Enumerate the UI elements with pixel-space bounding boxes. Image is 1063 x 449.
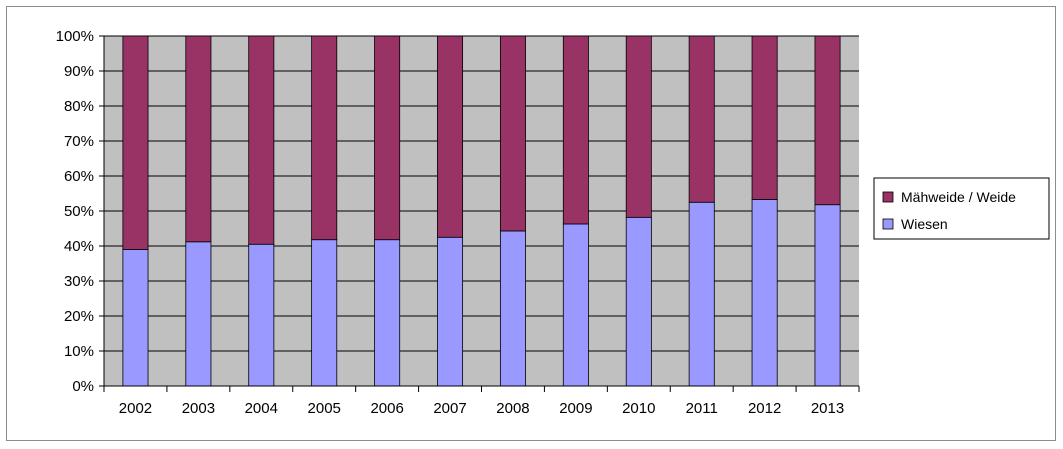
x-tick-label: 2003 — [182, 400, 215, 417]
y-tick-label: 20% — [64, 308, 94, 325]
legend-swatch-wiesen — [882, 218, 894, 230]
legend-swatch-maehweide — [882, 191, 894, 203]
bar — [374, 35, 401, 241]
bar — [185, 35, 212, 243]
x-tick-label: 2011 — [686, 400, 718, 417]
x-tick-label: 2005 — [308, 400, 341, 417]
bar — [311, 239, 338, 387]
x-axis: 2002 2003 2004 2005 2006 2007 2008 2009 2010 2011… — [103, 385, 860, 417]
y-axis: 0% 10% 20% 30% 40% 50% 60% 70% 80% 90% 100% — [56, 28, 105, 395]
bar — [122, 249, 149, 387]
x-tick-label: 2008 — [496, 400, 529, 417]
bar — [437, 236, 464, 387]
bar — [499, 230, 526, 387]
x-tick-label: 2010 — [622, 400, 655, 417]
bar — [499, 35, 526, 232]
y-tick-label: 60% — [64, 168, 94, 185]
bar — [814, 35, 841, 206]
legend-box — [873, 177, 1050, 240]
y-tick-label: 0% — [72, 378, 94, 395]
y-tick-label: 30% — [64, 273, 94, 290]
bar — [751, 199, 778, 387]
bar — [625, 35, 652, 218]
legend-label-maehweide: Mähweide / Weide — [901, 189, 1016, 205]
bar — [562, 223, 589, 387]
bar — [185, 241, 212, 387]
bar — [437, 35, 464, 238]
grid-lines — [104, 35, 859, 387]
bar — [248, 243, 275, 387]
y-tick-label: 100% — [56, 28, 94, 45]
bar — [248, 35, 275, 245]
y-tick-label: 50% — [64, 203, 94, 220]
bar — [374, 239, 401, 387]
y-tick-label: 80% — [64, 98, 94, 115]
bar — [751, 35, 778, 200]
x-tick-label: 2006 — [370, 400, 403, 417]
bar — [688, 35, 715, 203]
bar — [311, 35, 338, 241]
x-tick-label: 2007 — [433, 400, 466, 417]
legend-label-wiesen: Wiesen — [901, 216, 948, 232]
y-tick-label: 40% — [64, 238, 94, 255]
y-tick-label: 70% — [64, 133, 94, 150]
x-tick-label: 2009 — [559, 400, 592, 417]
x-tick-label: 2013 — [811, 400, 844, 417]
bar — [562, 35, 589, 225]
y-tick-label: 90% — [64, 63, 94, 80]
bar — [122, 35, 149, 250]
bar — [688, 201, 715, 387]
y-tick-label: 10% — [64, 343, 94, 360]
x-tick-label: 2002 — [119, 400, 152, 417]
x-tick-label: 2012 — [748, 400, 781, 417]
x-tick-label: 2004 — [245, 400, 278, 417]
bar — [814, 204, 841, 387]
bars — [122, 35, 841, 387]
bar — [625, 216, 652, 387]
legend: Mähweide / Weide Wiesen — [873, 177, 1050, 240]
